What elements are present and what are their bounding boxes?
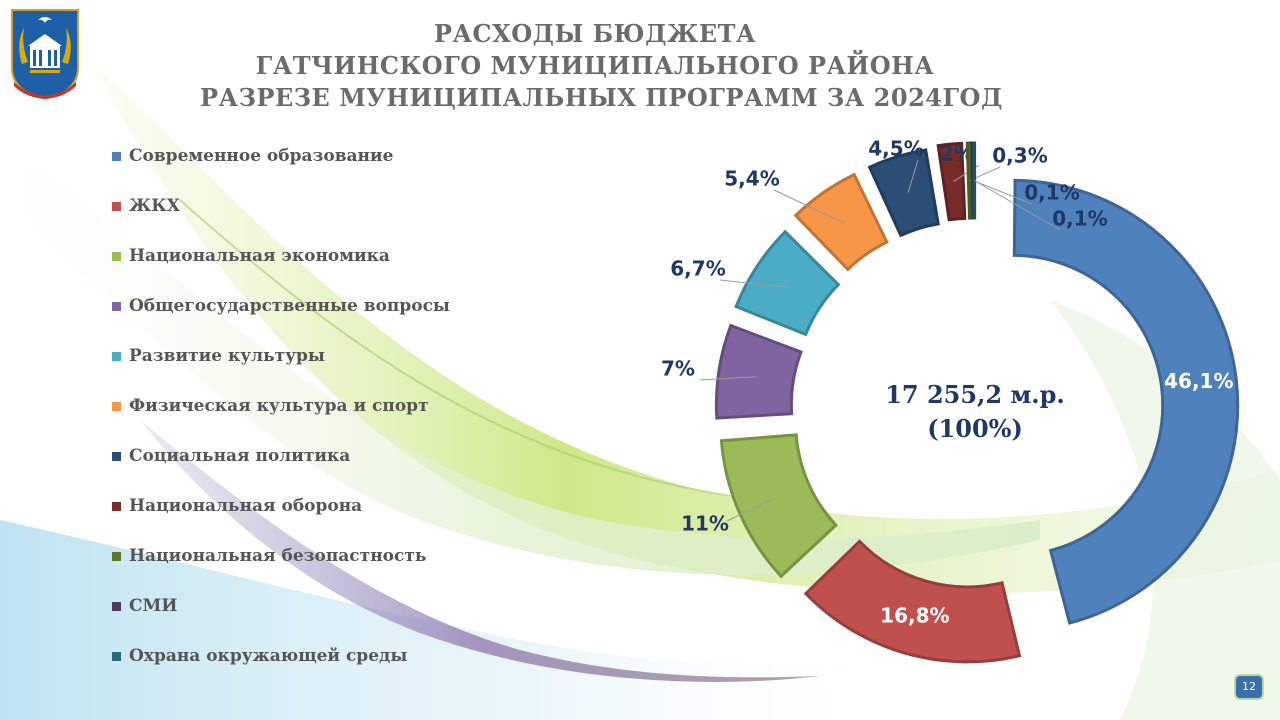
page-title: РАСХОДЫ БЮДЖЕТА ГАТЧИНСКОГО МУНИЦИПАЛЬНО… <box>200 18 1003 114</box>
slice-value-label: 0,1% <box>1024 181 1079 205</box>
legend-item: Национальная оборона <box>112 486 450 536</box>
legend-item: Охрана окружающей среды <box>112 636 450 686</box>
slice-value-label: 11% <box>681 512 729 536</box>
slice-value-label: 0,1% <box>1052 207 1107 231</box>
legend-item: Развитие культуры <box>112 336 450 386</box>
center-total-percent: (100%) <box>927 414 1023 443</box>
legend-label: Общегосударственные вопросы <box>129 296 450 316</box>
legend-item: Национальная экономика <box>112 236 450 286</box>
slice-value-label: 5,4% <box>724 167 779 191</box>
legend-swatch <box>112 201 121 211</box>
legend-swatch <box>112 251 121 261</box>
donut-slice <box>1012 178 1240 625</box>
legend-swatch <box>112 551 121 561</box>
legend-swatch <box>112 501 121 511</box>
center-total-value: 17 255,2 м.р. <box>885 380 1065 409</box>
legend-swatch <box>112 351 121 361</box>
leader-line <box>773 189 845 224</box>
legend-item: Современное образование <box>112 136 450 186</box>
legend-swatch <box>112 651 121 661</box>
legend-label: ЖКХ <box>129 196 180 216</box>
legend-item: ЖКХ <box>112 186 450 236</box>
title-line-2: ГАТЧИНСКОГО МУНИЦИПАЛЬНОГО РАЙОНА <box>255 51 935 80</box>
legend-swatch <box>112 451 121 461</box>
slice-value-label: 4,5% <box>868 137 923 161</box>
leader-line <box>699 376 757 381</box>
legend-label: Охрана окружающей среды <box>129 646 408 666</box>
title-line-1: РАСХОДЫ БЮДЖЕТА <box>433 19 757 48</box>
legend-label: Физическая культура и спорт <box>129 396 429 416</box>
legend-item: Социальная политика <box>112 436 450 486</box>
legend-label: СМИ <box>129 596 178 616</box>
legend-label: Развитие культуры <box>129 346 325 366</box>
leader-line <box>907 159 919 193</box>
donut-slice <box>972 141 977 220</box>
legend-swatch <box>112 151 121 161</box>
donut-slice <box>803 539 1022 664</box>
legend-label: Социальная политика <box>129 446 351 466</box>
legend-item: Физическая культура и спорт <box>112 386 450 436</box>
leader-line <box>726 497 775 522</box>
legend-label: Национальная оборона <box>129 496 363 516</box>
legend-label: Национальная безопастность <box>129 546 427 566</box>
legend-item: СМИ <box>112 586 450 636</box>
chart-center-label: 17 255,2 м.р. (100%) <box>870 378 1080 446</box>
leader-line <box>974 180 1061 231</box>
legend-label: Современное образование <box>129 146 394 166</box>
donut-slice <box>867 148 940 238</box>
legend-swatch <box>112 601 121 611</box>
page-number-badge: 12 <box>1236 676 1262 698</box>
slice-value-label: 0,3% <box>992 144 1047 168</box>
legend-swatch <box>112 401 121 411</box>
chart-legend: Современное образование ЖКХ Национальная… <box>112 136 450 686</box>
slice-value-label: 16,8% <box>880 603 949 627</box>
legend-item: Национальная безопастность <box>112 536 450 586</box>
legend-swatch <box>112 301 121 311</box>
leader-line <box>719 279 789 288</box>
title-line-3: РАЗРЕЗЕ МУНИЦИПАЛЬНЫХ ПРОГРАММ ЗА 2024ГО… <box>200 83 1003 112</box>
legend-item: Общегосударственные вопросы <box>112 286 450 336</box>
donut-slice <box>936 141 967 222</box>
donut-slice <box>714 323 803 420</box>
donut-slice <box>719 433 839 579</box>
legend-label: Национальная экономика <box>129 246 390 266</box>
slice-value-label: 46,1% <box>1164 369 1233 393</box>
leader-line <box>972 180 1033 205</box>
coat-of-arms-logo <box>11 9 79 100</box>
slice-value-label: 6,7% <box>670 257 725 281</box>
slice-value-label: 7% <box>661 357 695 381</box>
